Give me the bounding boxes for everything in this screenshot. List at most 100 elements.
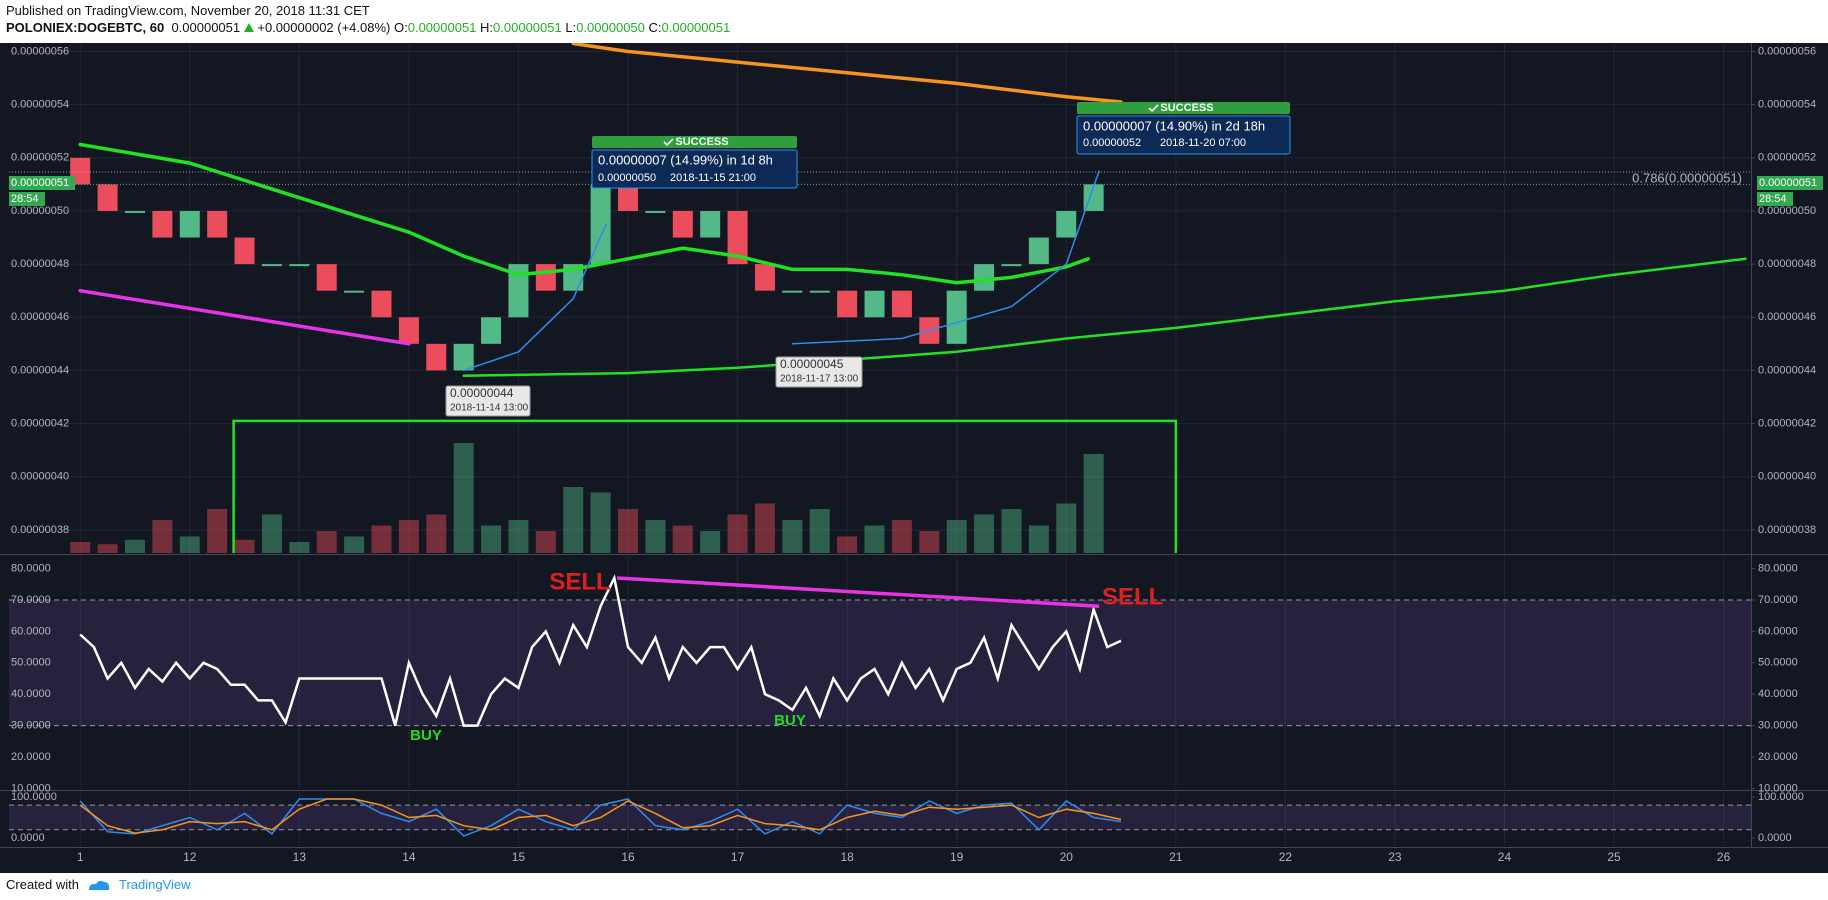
candle	[316, 264, 337, 291]
annotation: 0.786(0.00000051)	[1632, 170, 1742, 185]
annotation: 2018-11-17 13:00	[780, 374, 859, 385]
last-price: 0.00000051	[1759, 177, 1817, 189]
volume-bar	[919, 531, 940, 553]
y-tick-label: 70.0000	[11, 594, 51, 606]
volume-bar	[179, 536, 200, 553]
volume-bar	[782, 520, 803, 553]
candle	[508, 264, 529, 318]
annotation: 0.00000052	[1083, 137, 1141, 149]
volume-bar	[234, 539, 255, 553]
x-tick-label: 23	[1388, 850, 1402, 864]
y-tick-label: 0.00000056	[11, 45, 69, 57]
candle	[618, 184, 639, 211]
candle	[590, 184, 611, 265]
volume-bar	[891, 520, 912, 553]
y-tick-label: 80.0000	[11, 562, 51, 574]
published: Published on TradingView.com, November 2…	[6, 3, 370, 18]
y-tick-label: 60.0000	[11, 625, 51, 637]
c-value: 0.00000051	[661, 20, 731, 35]
y-tick-label: 70.0000	[1758, 594, 1798, 606]
y-tick-label: 20.0000	[1758, 751, 1798, 763]
signal-label: BUY	[774, 712, 806, 729]
volume-bar	[727, 514, 748, 553]
volume-bar	[371, 525, 392, 553]
candle	[234, 237, 255, 265]
y-tick-label: 80.0000	[1758, 562, 1798, 574]
candle	[97, 184, 118, 211]
candle	[1028, 237, 1049, 265]
annotation: 0.00000050	[598, 172, 656, 184]
x-tick-label: 22	[1279, 850, 1293, 864]
candle	[782, 290, 803, 293]
indicator-line	[78, 142, 1090, 285]
candle	[645, 210, 666, 213]
y-tick-label: 0.00000052	[11, 152, 69, 164]
y-tick-label: 20.0000	[11, 751, 51, 763]
indicator-line	[462, 257, 1747, 377]
x-tick-label: 15	[512, 850, 526, 864]
panel	[9, 43, 1751, 553]
change: +0.00000002 (+4.08%)	[257, 20, 391, 35]
o-value: 0.00000051	[407, 20, 477, 35]
y-tick-label: 0.00000044	[11, 364, 69, 376]
panel	[9, 556, 1751, 789]
candle	[179, 210, 200, 238]
indicator-line	[571, 43, 1123, 104]
candle	[398, 317, 419, 344]
band	[9, 805, 1751, 830]
x-tick-label: 26	[1717, 850, 1731, 864]
y-tick-label: 0.0000	[1758, 832, 1792, 844]
candle	[891, 290, 912, 318]
background	[0, 43, 1828, 873]
created-with: Created with	[6, 877, 79, 892]
candle	[207, 210, 228, 238]
panel	[9, 792, 1751, 846]
volume-bar	[453, 443, 474, 553]
y-tick-label: 0.00000038	[11, 524, 69, 536]
y-tick-label: 10.0000	[1758, 782, 1798, 794]
volume-bar	[124, 539, 145, 553]
y-tick-label: 0.00000054	[1758, 99, 1816, 111]
x-tick-label: 17	[731, 850, 745, 864]
volume-bar	[700, 531, 721, 553]
annotation-box	[775, 356, 863, 388]
y-tick-label: 0.00000046	[11, 311, 69, 323]
check-icon	[1148, 104, 1159, 113]
candle	[837, 290, 858, 318]
volume-bar	[1083, 454, 1104, 553]
x-tick-label: 24	[1498, 850, 1512, 864]
y-tick-label: 0.00000056	[1758, 45, 1816, 57]
series-line	[79, 574, 1122, 727]
y-tick-label: 30.0000	[11, 719, 51, 731]
candle	[124, 210, 145, 213]
candle	[453, 343, 474, 371]
volume-bar	[508, 520, 529, 553]
x-tick-label: 16	[621, 850, 635, 864]
signal-label: SELL	[549, 568, 610, 595]
symbol: POLONIEX:DOGEBTC, 60	[6, 20, 165, 35]
volume-bar	[344, 536, 365, 553]
volume-bar	[618, 509, 639, 553]
annotation-box	[1076, 115, 1291, 155]
candle	[1083, 184, 1104, 211]
indicator-line	[78, 288, 411, 346]
up-arrow	[243, 23, 254, 32]
y-tick-label: 40.0000	[11, 688, 51, 700]
candle	[864, 290, 885, 318]
volume-bar	[946, 520, 967, 553]
footer: Created with TradingView	[6, 874, 191, 896]
c-label: C:	[648, 20, 662, 35]
annotation: 2018-11-20 07:00	[1160, 137, 1246, 149]
annotation: 0.00000007 (14.99%) in 1d 8h	[598, 152, 773, 167]
y-tick-label: 0.00000054	[11, 99, 69, 111]
y-tick-label: 0.00000042	[11, 417, 69, 429]
price-tag	[9, 192, 45, 206]
volume-bar	[481, 525, 502, 553]
y-tick-label: 0.00000048	[11, 258, 69, 270]
volume-bar	[207, 509, 228, 553]
volume-bar	[152, 520, 173, 553]
x-tick-label: 14	[402, 850, 416, 864]
annotation: SUCCESS	[675, 136, 728, 148]
